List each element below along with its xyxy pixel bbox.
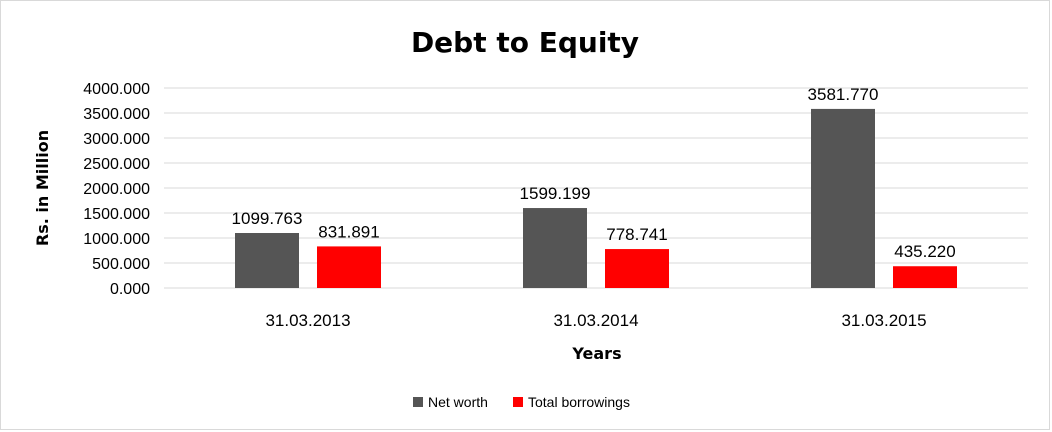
x-category-label: 31.03.2014 (553, 311, 638, 330)
bar-net-worth (235, 233, 299, 288)
legend-label: Total borrowings (528, 394, 630, 410)
y-tick-labels: 0.000 500.000 1000.000 1500.000 2000.000 2500… (83, 81, 150, 298)
y-tick-label: 3000.000 (83, 131, 150, 148)
data-label: 1099.763 (232, 209, 303, 228)
x-category-label: 31.03.2015 (841, 311, 926, 330)
legend-swatch (513, 397, 523, 407)
data-labels: 1099.763 831.891 1599.199 778.741 3581.770 43… (232, 85, 956, 261)
y-tick-label: 2000.000 (83, 181, 150, 198)
y-tick-label: 1000.000 (83, 231, 150, 248)
bar-net-worth (523, 208, 587, 288)
y-tick-label: 0.000 (110, 281, 150, 298)
data-label: 1599.199 (520, 184, 591, 203)
data-label: 778.741 (606, 225, 667, 244)
y-tick-label: 1500.000 (83, 206, 150, 223)
x-axis-title: Years (571, 344, 621, 363)
gridlines (164, 87, 1028, 289)
bars (235, 108, 957, 288)
y-tick-label: 4000.000 (83, 81, 150, 98)
legend-label: Net worth (428, 394, 488, 410)
x-category-label: 31.03.2013 (265, 311, 350, 330)
legend-swatch (413, 397, 423, 407)
bar-net-worth (811, 108, 875, 288)
legend: Net worth Total borrowings (413, 394, 630, 410)
y-tick-label: 3500.000 (83, 106, 150, 123)
y-axis-title: Rs. in Million (33, 130, 52, 246)
data-label: 831.891 (318, 222, 379, 241)
y-tick-label: 2500.000 (83, 156, 150, 173)
bar-total-borrowings (605, 249, 669, 288)
data-label: 435.220 (894, 242, 955, 261)
bar-total-borrowings (893, 266, 957, 288)
chart-title: Debt to Equity (411, 26, 639, 59)
bar-total-borrowings (317, 246, 381, 288)
x-category-labels: 31.03.2013 31.03.2014 31.03.2015 (265, 311, 926, 330)
y-tick-label: 500.000 (92, 256, 150, 273)
data-label: 3581.770 (808, 85, 879, 104)
